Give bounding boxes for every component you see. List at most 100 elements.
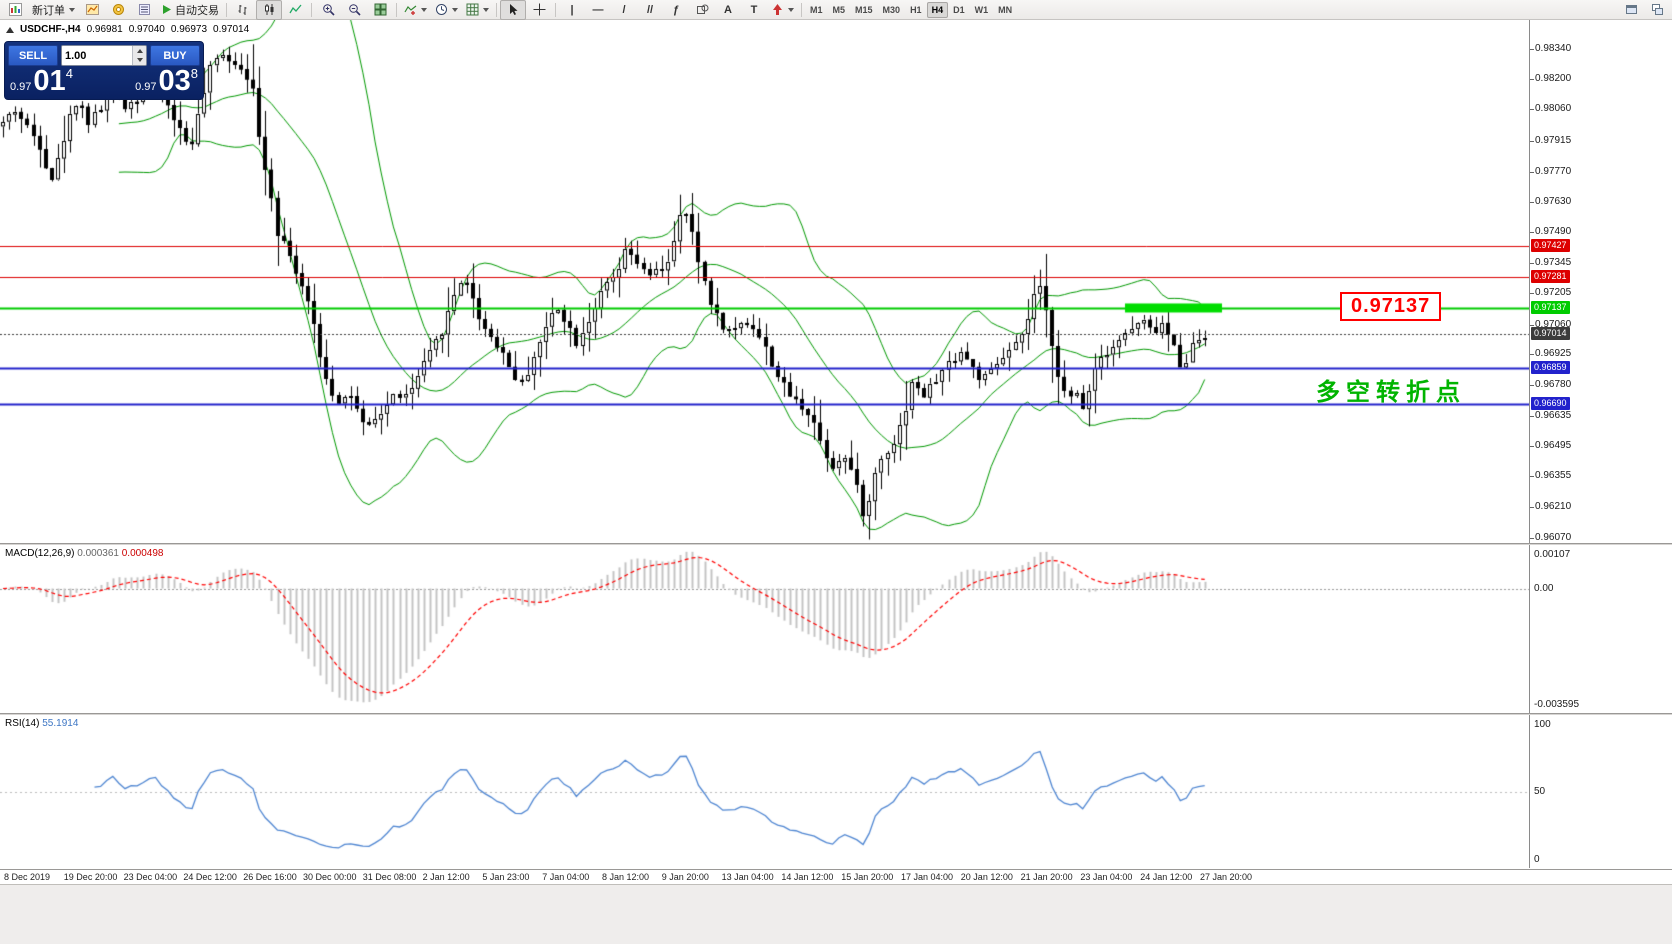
time-axis-label: 7 Jan 04:00: [542, 872, 590, 882]
volume-control: [61, 45, 147, 66]
sell-price-sup: 4: [65, 66, 73, 81]
fibonacci-tool[interactable]: ƒ: [663, 0, 689, 20]
window-icon: [1625, 5, 1637, 14]
dropdown-caret-icon: [69, 7, 75, 12]
data-window-button[interactable]: [131, 0, 157, 20]
bar-chart-icon: [238, 5, 246, 15]
symbol-name: USDCHF-,H4: [20, 24, 81, 35]
horizontal-line-tool[interactable]: —: [585, 0, 611, 20]
new-order-button[interactable]: 新订单: [28, 0, 79, 20]
turning-point-annotation[interactable]: 多空转折点: [1316, 379, 1466, 406]
dropdown-caret-icon: [452, 7, 458, 12]
timeframe-w1[interactable]: W1: [974, 4, 989, 15]
macd-scale-zero: 0.00: [1534, 582, 1554, 594]
macd-scale-min: -0.003595: [1534, 699, 1580, 710]
symbol-expand-icon[interactable]: [6, 26, 14, 33]
time-axis-label: 13 Jan 04:00: [721, 872, 774, 882]
crosshair-button[interactable]: [526, 0, 552, 20]
line-chart-button[interactable]: [282, 0, 308, 20]
price-axis-label: 0.98060: [1529, 103, 1572, 115]
zoom-in-button[interactable]: [315, 0, 341, 20]
candlestick-chart-button[interactable]: [256, 0, 282, 20]
panel-divider[interactable]: [0, 543, 1672, 545]
status-bar: [0, 884, 1672, 944]
main-chart-canvas[interactable]: [0, 20, 1529, 543]
timeframe-m1[interactable]: M1: [810, 4, 823, 15]
price-level-tag: 0.97427: [1531, 238, 1570, 252]
new-order-icon-button[interactable]: [2, 0, 28, 20]
sell-button[interactable]: SELL: [8, 45, 58, 66]
toolbar-separator: [801, 2, 802, 17]
shapes-tool[interactable]: [689, 0, 715, 20]
time-axis-label: 23 Dec 04:00: [123, 872, 178, 882]
clock-icon: [436, 4, 447, 15]
vline-icon: |: [570, 3, 574, 16]
periods-button[interactable]: [431, 0, 462, 20]
window-icon: [1651, 4, 1663, 15]
label-tool[interactable]: T: [741, 0, 767, 20]
dropdown-caret-icon: [421, 7, 427, 12]
auto-trading-button[interactable]: 自动交易: [157, 0, 223, 20]
macd-label: MACD(12,26,9) 0.000361 0.000498: [5, 548, 163, 559]
toolbar: 新订单 自动交易: [0, 0, 1672, 20]
time-axis-label: 20 Jan 12:00: [960, 872, 1013, 882]
templates-button[interactable]: [462, 0, 493, 20]
sell-price-big: 01: [33, 65, 66, 97]
cursor-button[interactable]: [500, 0, 526, 20]
buy-price-sup: 8: [190, 66, 198, 81]
price-axis-label: 0.98200: [1529, 73, 1572, 85]
text-tool-icon: A: [724, 3, 732, 16]
window-button-1[interactable]: [1618, 0, 1644, 20]
time-axis-label: 21 Jan 20:00: [1020, 872, 1073, 882]
toolbar-separator: [226, 2, 227, 17]
window-button-2[interactable]: [1644, 0, 1670, 20]
macd-canvas[interactable]: [0, 545, 1529, 713]
rsi-canvas[interactable]: [0, 715, 1529, 868]
macd-axis[interactable]: [1529, 545, 1672, 713]
tile-windows-icon: [374, 3, 386, 16]
timeframe-mn[interactable]: MN: [998, 4, 1013, 15]
channel-tool[interactable]: //: [637, 0, 663, 20]
timeframe-h4[interactable]: H4: [926, 1, 949, 18]
line-chart-icon: [288, 4, 301, 14]
sell-price[interactable]: 0.97 01 4: [10, 67, 73, 96]
volume-input[interactable]: [62, 46, 132, 65]
trendline-tool[interactable]: /: [611, 0, 637, 20]
new-order-label: 新订单: [32, 4, 65, 17]
time-axis-label: 8 Dec 2019: [4, 872, 51, 882]
time-axis-label: 14 Jan 12:00: [781, 872, 834, 882]
tile-windows-button[interactable]: [367, 0, 393, 20]
time-axis-label: 9 Jan 20:00: [661, 872, 709, 882]
timeframe-d1[interactable]: D1: [953, 4, 965, 15]
time-axis[interactable]: 8 Dec 2019 19 Dec 20:00 23 Dec 04:00 24 Dec…: [0, 869, 1672, 885]
profiles-button[interactable]: [105, 0, 131, 20]
rsi-axis[interactable]: [1529, 715, 1672, 868]
volume-spinner: [132, 46, 146, 65]
buy-price[interactable]: 0.97 03 8: [135, 67, 198, 96]
text-tool[interactable]: A: [715, 0, 741, 20]
profiles-icon: [112, 4, 124, 15]
buy-button[interactable]: BUY: [150, 45, 200, 66]
timeframe-m15[interactable]: M15: [855, 4, 873, 15]
rsi-panel: RSI(14) 55.1914 100 50 0: [0, 715, 1672, 868]
timeframe-m5[interactable]: M5: [832, 4, 846, 15]
price-level-tag: 0.97014: [1531, 327, 1570, 341]
time-axis-label: 24 Dec 12:00: [183, 872, 237, 882]
volume-down-button[interactable]: [133, 55, 146, 65]
rsi-scale-min: 0: [1534, 854, 1540, 865]
price-axis[interactable]: 0.98340 0.98200 0.98060 0.97915 0.97770 0.976…: [1529, 20, 1672, 543]
indicators-button[interactable]: [400, 0, 431, 20]
chart-window-button[interactable]: [79, 0, 105, 20]
vertical-line-tool[interactable]: |: [559, 0, 585, 20]
price-level-tag: 0.96859: [1531, 360, 1570, 374]
price-axis-label: 0.96495: [1529, 440, 1572, 452]
panel-divider[interactable]: [0, 713, 1672, 715]
arrows-tool[interactable]: [767, 0, 798, 20]
bar-chart-button[interactable]: [230, 0, 256, 20]
ohlc-open: 0.96981: [86, 24, 123, 35]
price-level-annotation[interactable]: 0.97137: [1340, 292, 1442, 321]
timeframe-m30[interactable]: M30: [882, 4, 901, 15]
volume-up-button[interactable]: [133, 46, 146, 56]
zoom-out-button[interactable]: [341, 0, 367, 20]
timeframe-h1[interactable]: H1: [910, 4, 922, 15]
